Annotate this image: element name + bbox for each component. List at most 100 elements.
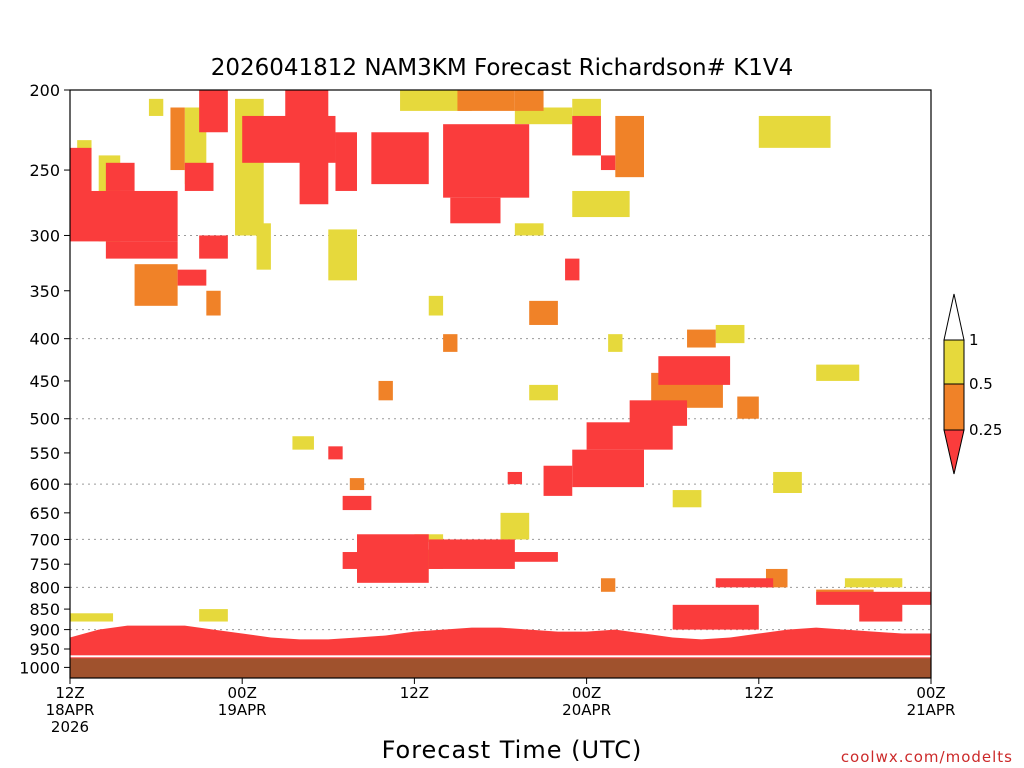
cell-ri-0-25-15 <box>184 162 214 191</box>
y-tick-label-600: 600 <box>29 475 60 494</box>
y-tick-label-700: 700 <box>29 530 60 549</box>
ground-fill <box>70 658 931 678</box>
cell-ri-0-25-9 <box>600 155 616 171</box>
cell-ri-0-5-1-19 <box>773 471 802 493</box>
cell-ri-0-5-1-0 <box>148 98 164 116</box>
cell-ri-0-25-29 <box>507 471 523 485</box>
cell-ri-0-25-32 <box>859 600 903 622</box>
cell-ri-0-25-0-5-5 <box>615 115 644 178</box>
colorbar-bin-0.5-1 <box>943 339 965 385</box>
colorbar-legend: 1 0.5 0.25 <box>943 293 1002 475</box>
cell-ri-0-25-0-5-7 <box>443 334 458 352</box>
cell-ri-0-25-0-5-10 <box>687 329 716 348</box>
colorbar-bin-0.25-0.5 <box>943 383 965 431</box>
cell-ri-0-25-5 <box>371 132 429 185</box>
cell-ri-0-25-33 <box>672 604 759 630</box>
y-tick-label-1000: 1000 <box>19 658 60 677</box>
ground-layer <box>70 625 931 678</box>
cell-ri-0-25-30 <box>715 578 774 588</box>
cell-ri-0-5-1-8 <box>514 107 573 125</box>
x-tick-label-36-0: 00Z <box>572 684 601 702</box>
cell-ri-0-5-1-10 <box>572 190 630 218</box>
surface-line <box>70 655 931 658</box>
cell-ri-0-25-17 <box>565 258 580 281</box>
cell-ri-0-5-1-23 <box>70 613 114 622</box>
cell-ri-0-25-3 <box>299 155 329 205</box>
y-axis: 200 250 300 350 400 450 500 550 600 650 700 750 800 8… <box>19 81 70 677</box>
cell-ri-0-25-12 <box>70 147 92 198</box>
cell-ri-0-25-0-5-6 <box>529 300 558 325</box>
y-tick-label-550: 550 <box>29 444 60 463</box>
cell-ri-0-25-16 <box>177 269 207 286</box>
colorbar-tick-2: 0.25 <box>969 421 1002 439</box>
cell-ri-0-25-22 <box>543 465 573 496</box>
cell-ri-0-25-25 <box>500 552 558 562</box>
cell-ri-0-5-1-22 <box>199 609 228 622</box>
cell-ri-0-5-1-20 <box>500 512 530 540</box>
cell-ri-0-25-28 <box>342 495 372 511</box>
x-tick-label-48-0: 12Z <box>744 684 773 702</box>
cell-ri-0-5-1-15 <box>715 324 745 344</box>
x-tick-label-60-1: 21APR <box>907 701 956 719</box>
cell-ri-0-25-0-5-0 <box>170 107 185 171</box>
cell-ri-0-5-1-6 <box>328 229 357 281</box>
x-tick-label-36-1: 20APR <box>562 701 611 719</box>
cell-ri-0-25-0-5-8 <box>378 380 393 401</box>
plot-frame <box>69 89 932 679</box>
cell-ri-0-25-13 <box>105 162 135 191</box>
cell-ri-0-25-26 <box>342 552 401 569</box>
cell-ri-0-5-1-12 <box>428 295 444 316</box>
cell-ri-0-25-19 <box>629 400 688 426</box>
cell-ri-0-5-1-25 <box>292 436 314 450</box>
x-tick-label-0-1: 18APR <box>46 701 95 719</box>
y-tick-label-950: 950 <box>29 640 60 659</box>
cell-ri-0-5-1-17 <box>816 364 860 381</box>
x-tick-label-60-0: 00Z <box>916 684 945 702</box>
y-tick-label-300: 300 <box>29 226 60 245</box>
y-tick-label-250: 250 <box>29 161 60 180</box>
cell-ri-0-25-4 <box>335 132 357 191</box>
cell-ri-0-5-1-16 <box>758 115 831 148</box>
cell-ri-0-5-1-14 <box>608 334 623 352</box>
x-tick-label-0-2: 2026 <box>51 718 89 736</box>
y-tick-label-800: 800 <box>29 578 60 597</box>
cell-ri-0-25-0-5-3 <box>457 90 515 111</box>
cell-ri-0-25-11 <box>105 241 178 259</box>
x-axis-label: Forecast Time (UTC) <box>382 736 643 764</box>
cell-ri-0-25-7 <box>450 197 501 224</box>
cell-ri-0-5-1-24 <box>844 578 903 588</box>
y-tick-label-450: 450 <box>29 372 60 391</box>
y-tick-label-500: 500 <box>29 410 60 429</box>
cell-ri-0-5-1-13 <box>529 384 558 401</box>
cell-ri-0-5-1-11 <box>514 223 544 236</box>
cell-ri-0-25-0-5-16 <box>600 578 616 592</box>
cell-ri-0-25-8 <box>572 115 601 156</box>
colorbar-tick-1: 0.5 <box>969 375 993 393</box>
x-tick-label-12-0: 00Z <box>228 684 257 702</box>
cell-ri-0-25-2 <box>242 115 336 163</box>
x-tick-label-12-1: 19APR <box>218 701 267 719</box>
y-tick-label-900: 900 <box>29 621 60 640</box>
cell-ri-0-25-27 <box>328 446 343 460</box>
colorbar-bottom-arrow <box>943 429 965 475</box>
cell-ri-0-25-21 <box>572 449 644 488</box>
colorbar-tick-0: 1 <box>969 331 979 349</box>
cell-ri-0-25-20 <box>586 422 673 450</box>
cell-ri-0-5-1-3 <box>256 223 271 270</box>
y-tick-label-850: 850 <box>29 600 60 619</box>
plot-area <box>69 89 932 679</box>
heatmap-cells <box>70 90 931 630</box>
y-tick-label-750: 750 <box>29 555 60 574</box>
x-tick-label-0-0: 12Z <box>55 684 84 702</box>
y-tick-label-400: 400 <box>29 330 60 349</box>
y-tick-label-200: 200 <box>29 81 60 100</box>
cell-ri-0-25-10 <box>70 190 178 242</box>
cell-ri-0-25-14 <box>199 235 228 259</box>
cell-ri-0-25-0-5-1 <box>134 264 178 306</box>
cell-ri-0-25-6 <box>443 124 530 198</box>
cell-ri-0-25-0-5-11 <box>737 396 759 419</box>
chart-title: 2026041812 NAM3KM Forecast Richardson# K… <box>211 55 794 81</box>
y-tick-label-650: 650 <box>29 504 60 523</box>
y-tick-label-350: 350 <box>29 282 60 301</box>
